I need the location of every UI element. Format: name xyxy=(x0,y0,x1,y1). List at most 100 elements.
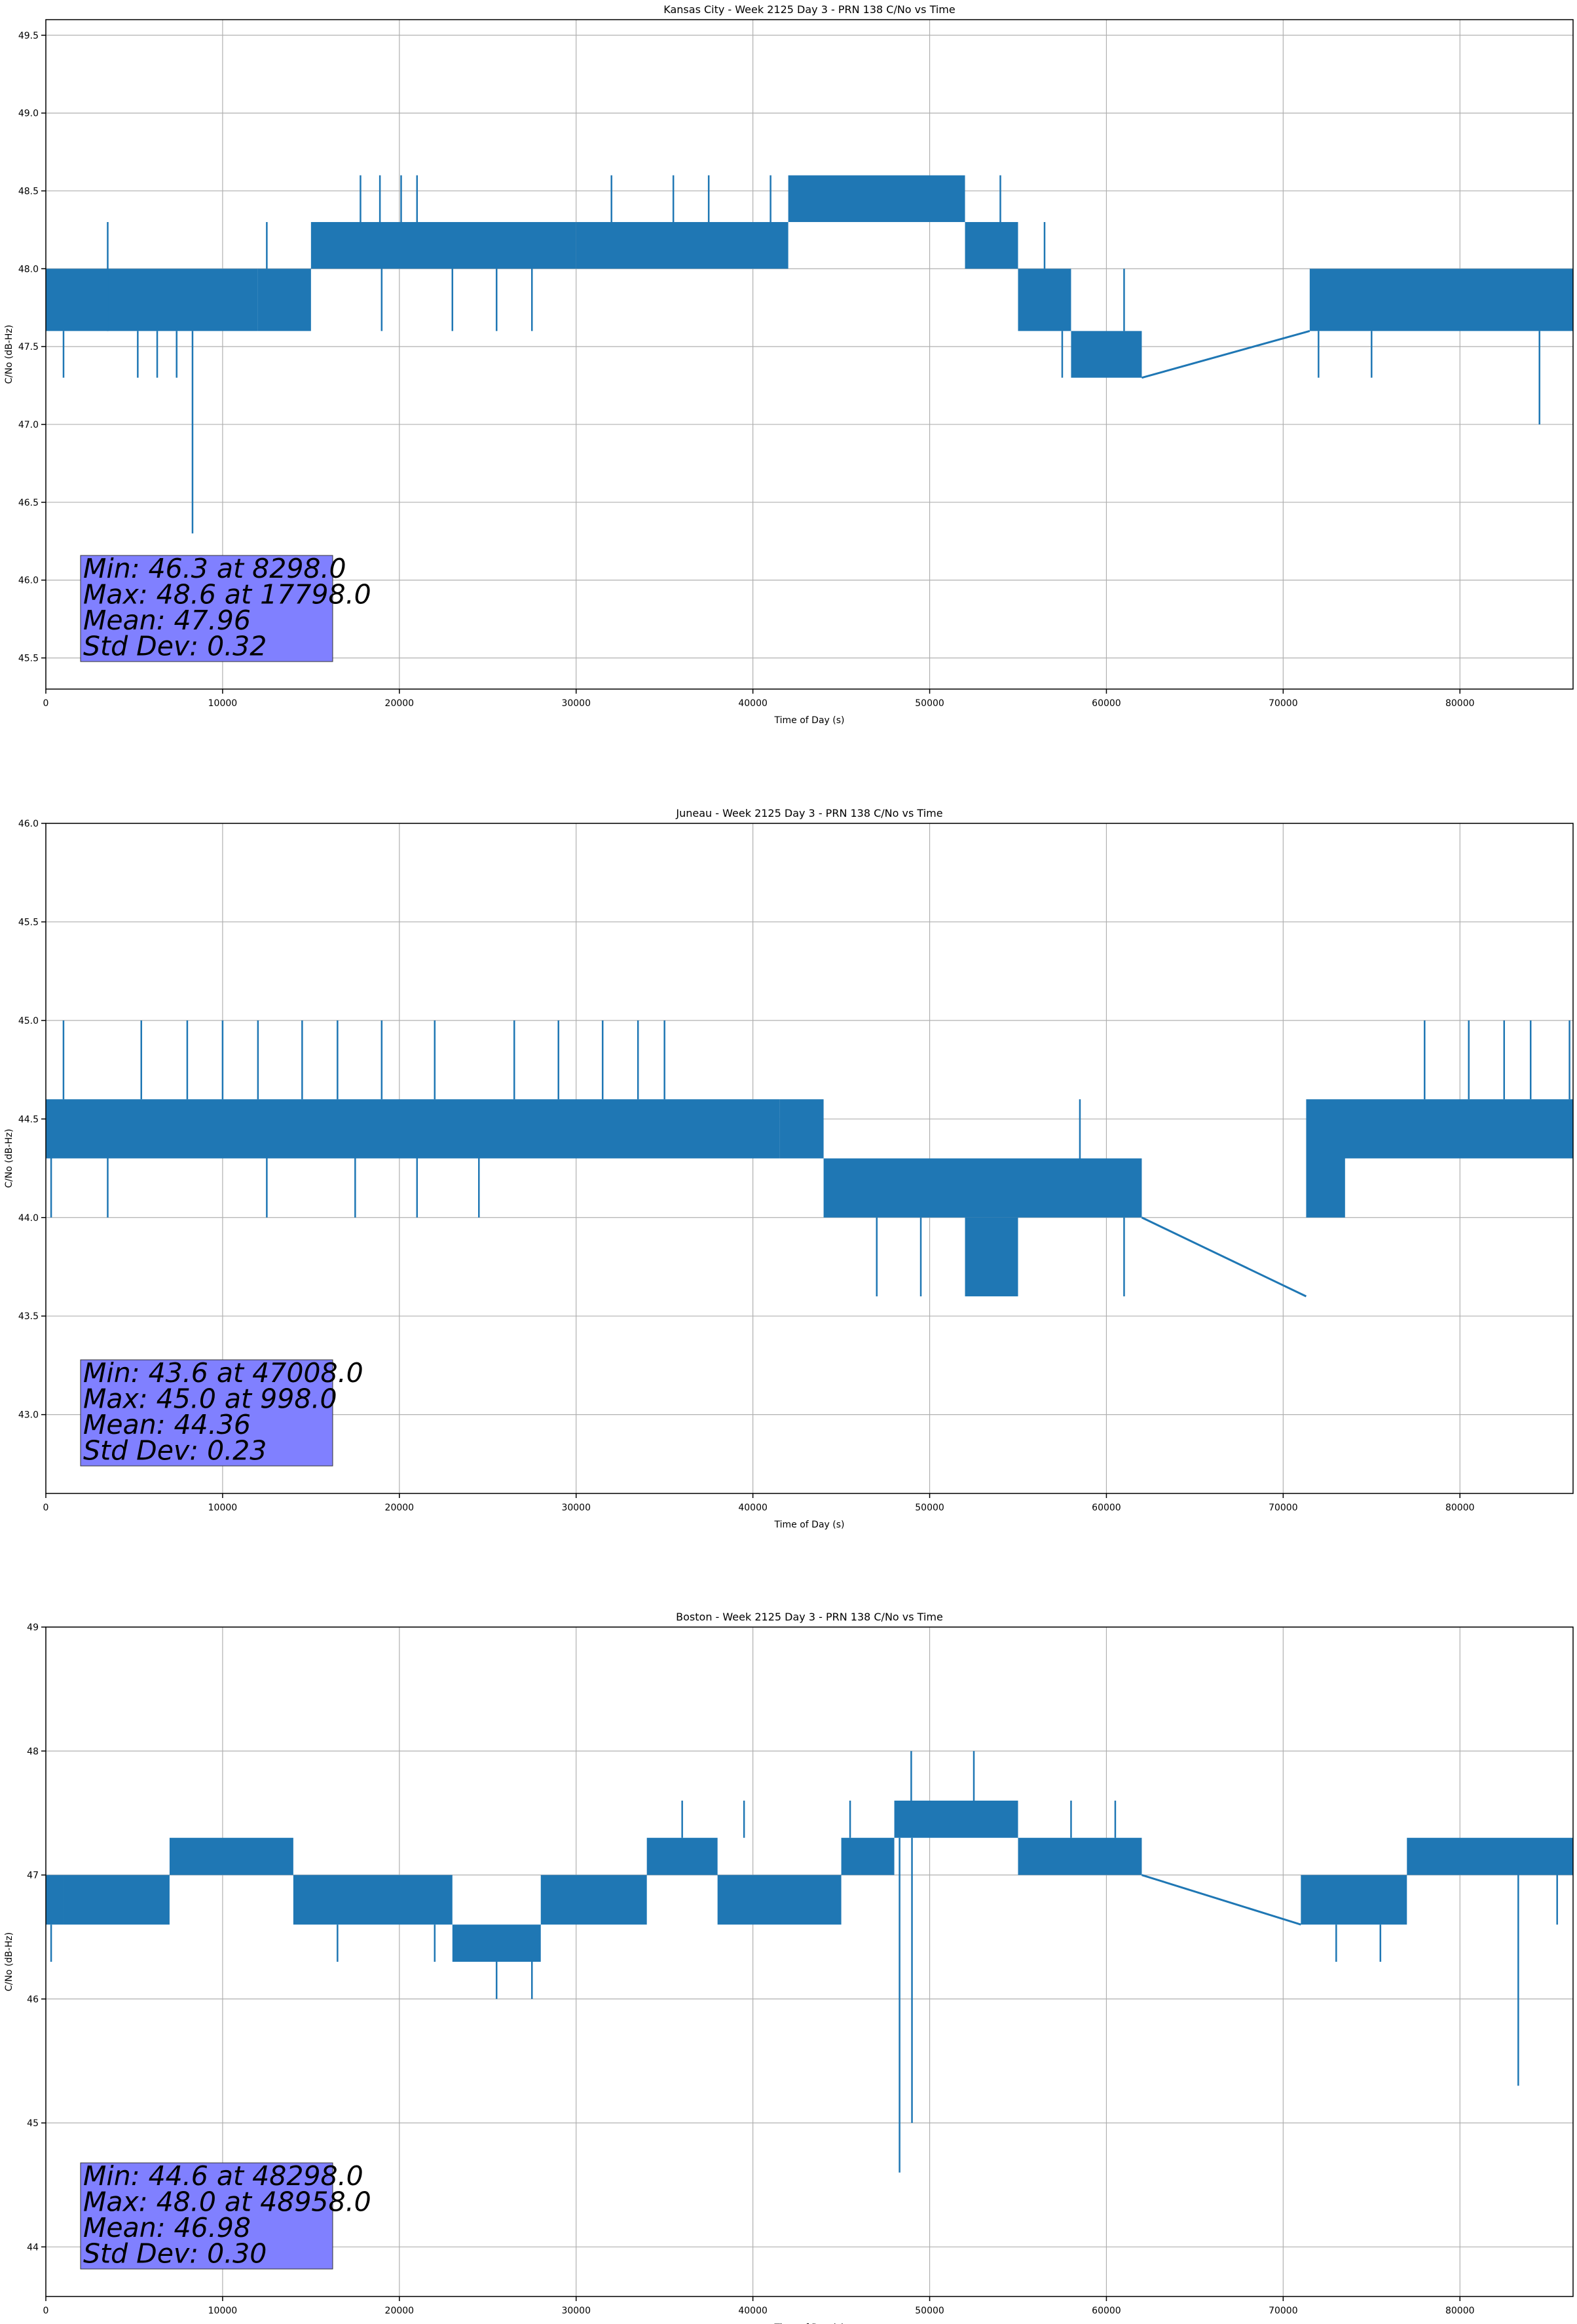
x-tick-label: 0 xyxy=(43,698,49,709)
x-tick-label: 40000 xyxy=(738,698,768,709)
y-tick-label: 48.5 xyxy=(18,186,39,197)
data-band xyxy=(63,1875,170,1925)
x-tick-label: 50000 xyxy=(915,698,944,709)
y-tick-label: 44 xyxy=(27,2242,39,2253)
data-band xyxy=(310,221,576,269)
data-band xyxy=(779,1099,824,1159)
y-tick-label: 49 xyxy=(27,1622,39,1633)
chart-title: Kansas City - Week 2125 Day 3 - PRN 138 … xyxy=(663,3,955,16)
data-band xyxy=(1407,1837,1573,1875)
x-tick-label: 10000 xyxy=(208,2306,238,2316)
y-tick-label: 46.0 xyxy=(18,576,39,586)
y-tick-label: 48 xyxy=(27,1746,39,1757)
x-axis-label: Time of Day (s) xyxy=(774,2323,845,2324)
x-tick-label: 20000 xyxy=(385,1503,415,1513)
data-band xyxy=(46,1099,780,1159)
x-tick-label: 10000 xyxy=(208,698,238,709)
y-tick-label: 45.0 xyxy=(18,1016,39,1026)
y-tick-label: 48.0 xyxy=(18,264,39,274)
x-tick-label: 50000 xyxy=(915,2306,944,2316)
data-band xyxy=(293,1875,453,1925)
stats-line: Min: 43.6 at 47008.0 xyxy=(83,1357,363,1389)
data-band xyxy=(452,1924,541,1962)
data-band xyxy=(1018,1837,1142,1875)
chart-panel-3: 0 10000 20000 30000 40000 50000 60000 70000 8000… xyxy=(4,1611,1574,2324)
y-tick-label: 45.5 xyxy=(18,917,39,928)
x-tick-label: 20000 xyxy=(385,2306,415,2316)
plot-frame xyxy=(45,823,1574,1494)
data-band xyxy=(1301,1875,1407,1925)
y-axis-label: C/No (dB-Hz) xyxy=(4,325,14,384)
y-tick-label: 43.0 xyxy=(18,1410,39,1421)
stats-box-background xyxy=(80,555,333,662)
x-tick-label: 80000 xyxy=(1445,2306,1475,2316)
stats-line: Min: 46.3 at 8298.0 xyxy=(83,553,346,584)
y-tick-label: 46.0 xyxy=(18,819,39,829)
x-tick-label: 80000 xyxy=(1445,698,1475,709)
x-tick-label: 60000 xyxy=(1092,2306,1121,2316)
y-axis-label: C/No (dB-Hz) xyxy=(4,1932,14,1991)
chart-title: Boston - Week 2125 Day 3 - PRN 138 C/No … xyxy=(676,1611,943,1623)
y-tick-label: 49.0 xyxy=(18,109,39,119)
data-band xyxy=(46,1875,64,1925)
x-tick-label: 0 xyxy=(43,1503,49,1513)
data-band xyxy=(646,1837,718,1875)
stats-line: Mean: 44.36 xyxy=(83,1409,251,1440)
x-tick-label: 40000 xyxy=(738,1503,768,1513)
stats-line: Mean: 46.98 xyxy=(83,2212,251,2243)
x-axis-label: Time of Day (s) xyxy=(774,1520,845,1530)
y-tick-label: 46 xyxy=(27,1995,39,2005)
x-tick-label: 30000 xyxy=(561,2306,591,2316)
data-band xyxy=(894,1800,1018,1838)
data-band xyxy=(965,221,1018,269)
x-tick-label: 30000 xyxy=(561,698,591,709)
x-tick-label: 70000 xyxy=(1269,2306,1298,2316)
plot-frame xyxy=(45,1626,1574,2297)
x-tick-label: 30000 xyxy=(561,1503,591,1513)
x-axis-label: Time of Day (s) xyxy=(774,715,845,726)
series-line xyxy=(1141,329,1310,379)
stats-line: Std Dev: 0.30 xyxy=(83,2238,267,2270)
data-band xyxy=(788,175,965,222)
chart-panel-1: 0 10000 20000 30000 40000 50000 60000 70000 8000… xyxy=(4,3,1574,726)
x-tick-label: 20000 xyxy=(385,698,415,709)
x-tick-label: 60000 xyxy=(1092,698,1121,709)
plot-frame xyxy=(45,19,1574,690)
data-band xyxy=(169,1837,293,1875)
x-tick-label: 0 xyxy=(43,2306,49,2316)
data-band xyxy=(540,1875,647,1925)
data-band xyxy=(46,269,258,331)
stats-line: Std Dev: 0.32 xyxy=(83,631,267,662)
y-tick-label: 44.0 xyxy=(18,1213,39,1224)
stats-line: Mean: 47.96 xyxy=(83,605,251,636)
chart-title: Juneau - Week 2125 Day 3 - PRN 138 C/No … xyxy=(675,807,942,819)
y-axis-label: C/No (dB-Hz) xyxy=(4,1129,14,1188)
series-line xyxy=(1141,1874,1301,1926)
y-tick-label: 45 xyxy=(27,2118,39,2129)
x-tick-label: 40000 xyxy=(738,2306,768,2316)
x-tick-label: 10000 xyxy=(208,1503,238,1513)
stats-line: Std Dev: 0.23 xyxy=(83,1435,267,1467)
y-tick-label: 47.5 xyxy=(18,342,39,352)
stats-line: Max: 48.0 at 48958.0 xyxy=(83,2186,371,2218)
data-band xyxy=(841,1837,895,1875)
chart-panel-2: 0 10000 20000 30000 40000 50000 60000 70000 8000… xyxy=(4,807,1574,1530)
y-tick-label: 47.0 xyxy=(18,420,39,430)
x-tick-label: 50000 xyxy=(915,1503,944,1513)
stats-line: Max: 45.0 at 998.0 xyxy=(83,1383,337,1415)
data-band xyxy=(1306,1158,1345,1218)
y-tick-label: 43.5 xyxy=(18,1311,39,1322)
y-tick-label: 44.5 xyxy=(18,1114,39,1125)
data-band xyxy=(257,269,311,331)
stats-box-background xyxy=(80,1359,333,1467)
data-band xyxy=(717,1875,842,1925)
y-tick-label: 45.5 xyxy=(18,653,39,664)
stats-box-background xyxy=(80,2162,333,2270)
stats-line: Min: 44.6 at 48298.0 xyxy=(83,2160,363,2192)
data-band xyxy=(576,221,788,269)
data-band xyxy=(823,1158,1142,1218)
